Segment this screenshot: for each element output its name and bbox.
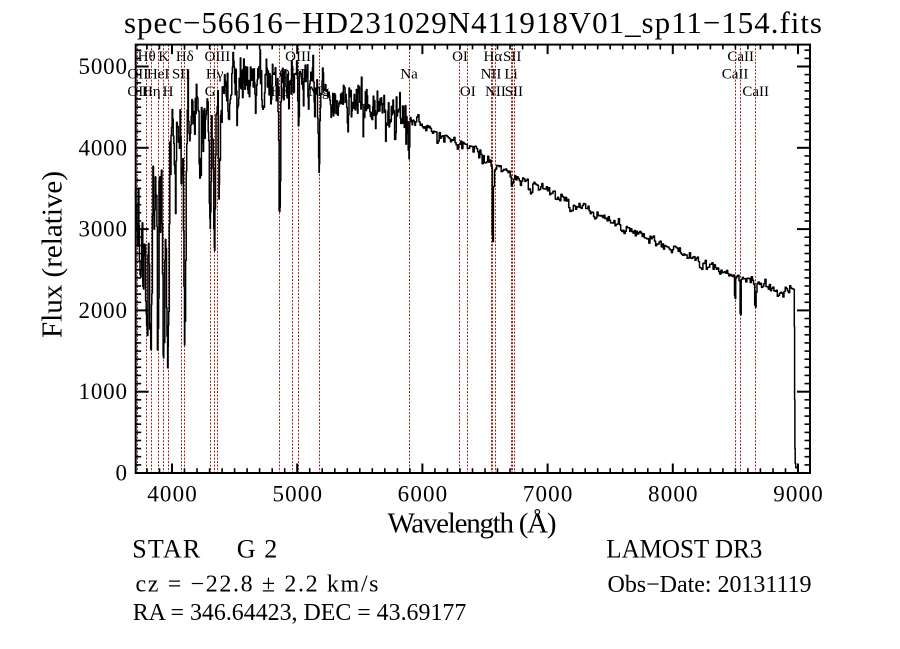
svg-text:CaII: CaII [727,49,754,65]
svg-text:SII: SII [172,67,190,83]
svg-text:4000: 4000 [147,482,197,507]
svg-text:OIII: OIII [279,67,305,83]
svg-text:OI: OI [452,49,468,65]
svg-text:RA = 346.64423, DEC = 43.6917: RA = 346.64423, DEC = 43.69177 [133,600,467,626]
svg-text:4000: 4000 [79,135,128,160]
svg-text:SII: SII [505,84,523,100]
svg-text:OII: OII [127,67,148,83]
svg-text:0: 0 [116,461,128,486]
svg-text:5000: 5000 [79,54,128,79]
svg-text:5000: 5000 [272,482,322,507]
svg-text:CaII: CaII [722,67,749,83]
svg-text:Hγ: Hγ [206,67,224,83]
svg-text:9000: 9000 [773,482,823,507]
svg-text:Wavelength (Å): Wavelength (Å) [388,508,557,540]
svg-text:cz = −22.8 ± 2.2 km/s: cz = −22.8 ± 2.2 km/s [136,572,379,598]
svg-text:Hβ: Hβ [271,84,289,100]
svg-text:STAR: STAR [132,535,201,564]
svg-text:NII: NII [481,67,502,83]
svg-text:NII: NII [485,84,506,100]
svg-text:OI: OI [460,84,476,100]
svg-text:K: K [158,49,169,65]
svg-text:Hδ: Hδ [176,49,194,65]
svg-text:3000: 3000 [79,217,128,242]
svg-text:Hθ: Hθ [138,49,156,65]
svg-text:Mg: Mg [309,84,330,100]
svg-text:SII: SII [503,49,521,65]
svg-text:8000: 8000 [648,482,698,507]
svg-text:OIII: OIII [285,49,311,65]
svg-text:2000: 2000 [79,298,128,323]
svg-text:Flux (relative): Flux (relative) [37,171,69,338]
svg-text:Obs−Date: 20131119: Obs−Date: 20131119 [608,572,812,598]
svg-text:Na: Na [400,67,418,83]
svg-text:HeI: HeI [147,67,170,83]
svg-text:CaII: CaII [742,84,769,100]
svg-text:6000: 6000 [398,482,448,507]
svg-text:Li: Li [504,67,517,83]
svg-text:1000: 1000 [79,379,128,404]
svg-text:G: G [205,84,216,100]
svg-text:Hα: Hα [484,49,503,65]
svg-text:H: H [163,84,174,100]
svg-text:spec−56616−HD231029N411918V01_: spec−56616−HD231029N411918V01_sp11−154.f… [124,5,822,40]
svg-text:OII: OII [127,84,148,100]
svg-text:OIII: OIII [204,49,230,65]
svg-text:LAMOST DR3: LAMOST DR3 [606,534,762,563]
svg-text:7000: 7000 [523,482,573,507]
svg-text:Hη: Hη [142,84,161,100]
